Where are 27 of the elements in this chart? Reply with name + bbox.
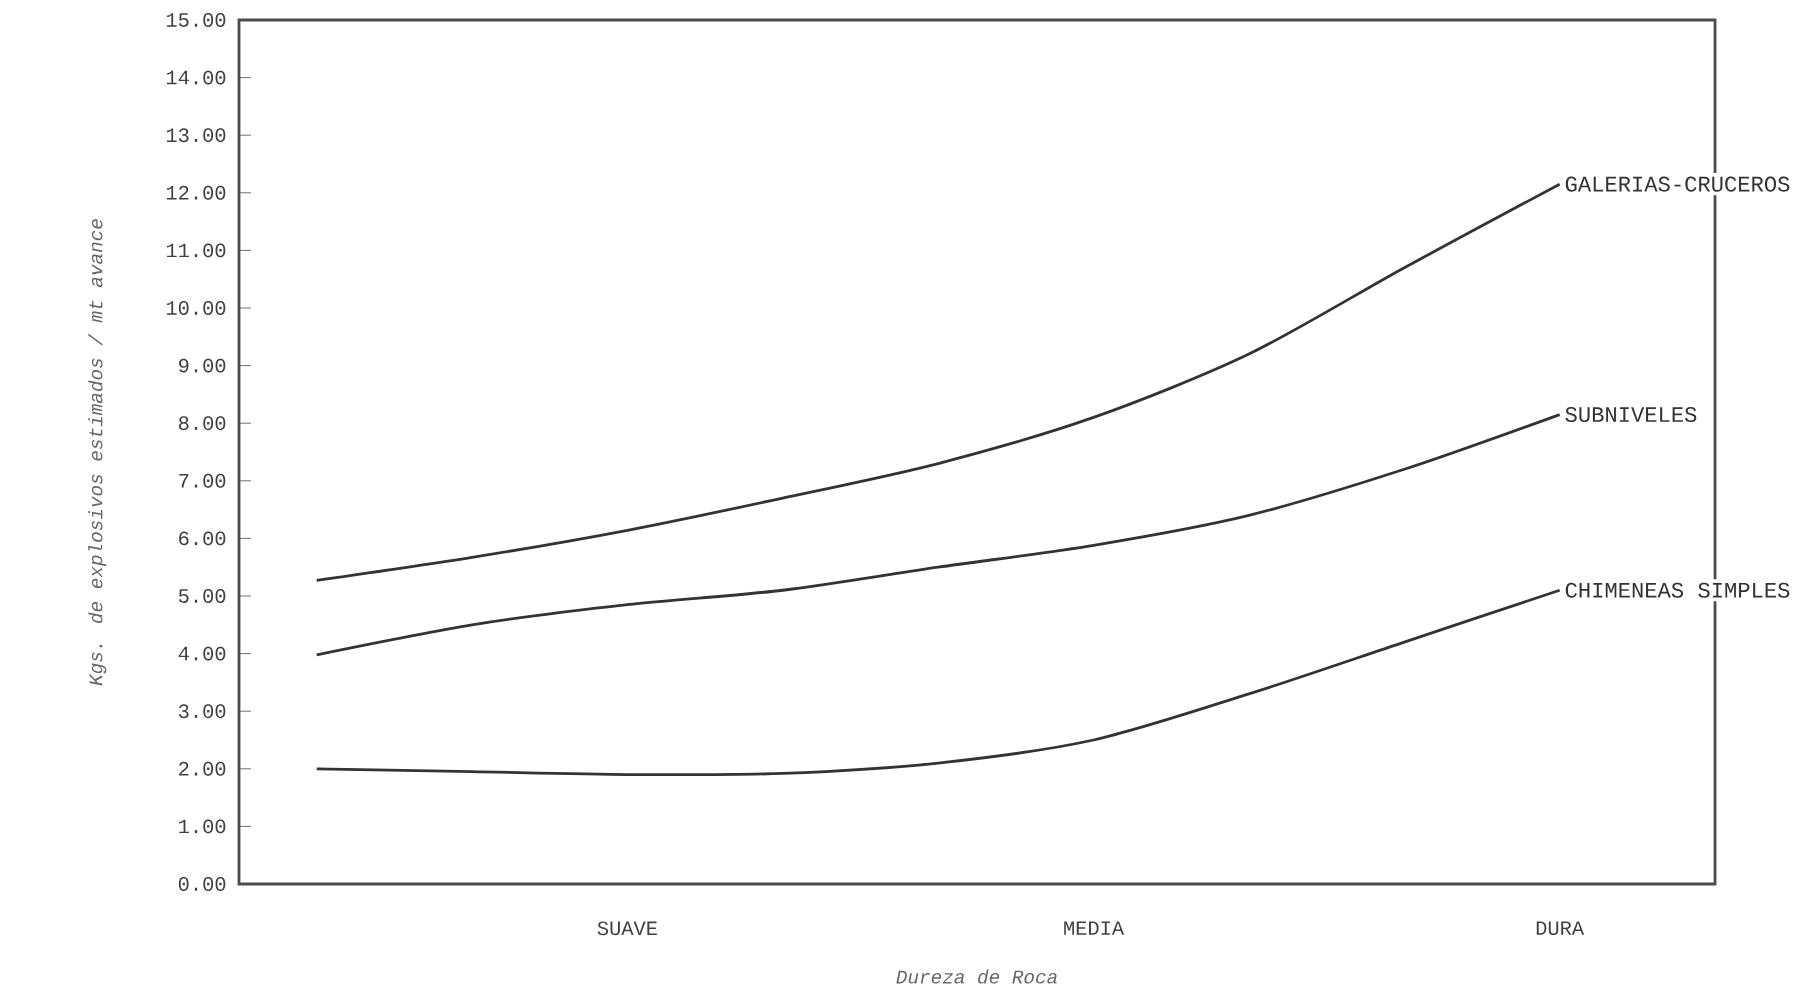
- y-tick-label: 11.00: [166, 243, 226, 258]
- y-tick-label: 2.00: [179, 761, 226, 776]
- y-tick-label: 14.00: [166, 70, 226, 85]
- y-tick-label: 8.00: [178, 416, 226, 431]
- y-axis-title: Kgs. de explosivos estimados / mt avance: [88, 219, 107, 686]
- y-tick-label: 15.00: [166, 13, 226, 27]
- series-label: CHIMENEAS SIMPLES: [1565, 582, 1790, 598]
- x-tick-label: SUAVE: [597, 921, 657, 936]
- y-tick-label: 3.00: [178, 704, 226, 719]
- x-axis-title: Dureza de Roca: [896, 969, 1057, 984]
- series-label: SUBNIVELES: [1565, 407, 1697, 423]
- line-series: [315, 413, 1562, 657]
- line-series: [315, 588, 1562, 777]
- y-tick-label: 0.00: [178, 877, 226, 891]
- series-label: GALERIAS-CRUCEROS: [1565, 176, 1790, 192]
- y-tick-label: 4.00: [178, 646, 226, 661]
- x-tick-label: DURA: [1536, 921, 1585, 936]
- y-tick-label: 1.00: [179, 819, 226, 834]
- x-tick-label: MEDIA: [1064, 921, 1125, 935]
- y-tick-label: 6.00: [179, 531, 226, 546]
- y-tick-label: 5.00: [178, 589, 226, 603]
- y-tick-label: 13.00: [166, 128, 226, 143]
- line-series: [315, 182, 1562, 582]
- y-tick-label: 9.00: [179, 358, 226, 373]
- y-tick-label: 7.00: [179, 473, 226, 488]
- y-tick-label: 12.00: [166, 185, 226, 200]
- y-tick-label: 10.00: [166, 301, 226, 315]
